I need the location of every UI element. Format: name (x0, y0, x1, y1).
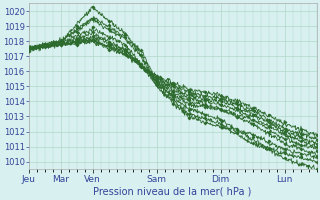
X-axis label: Pression niveau de la mer( hPa ): Pression niveau de la mer( hPa ) (93, 187, 252, 197)
